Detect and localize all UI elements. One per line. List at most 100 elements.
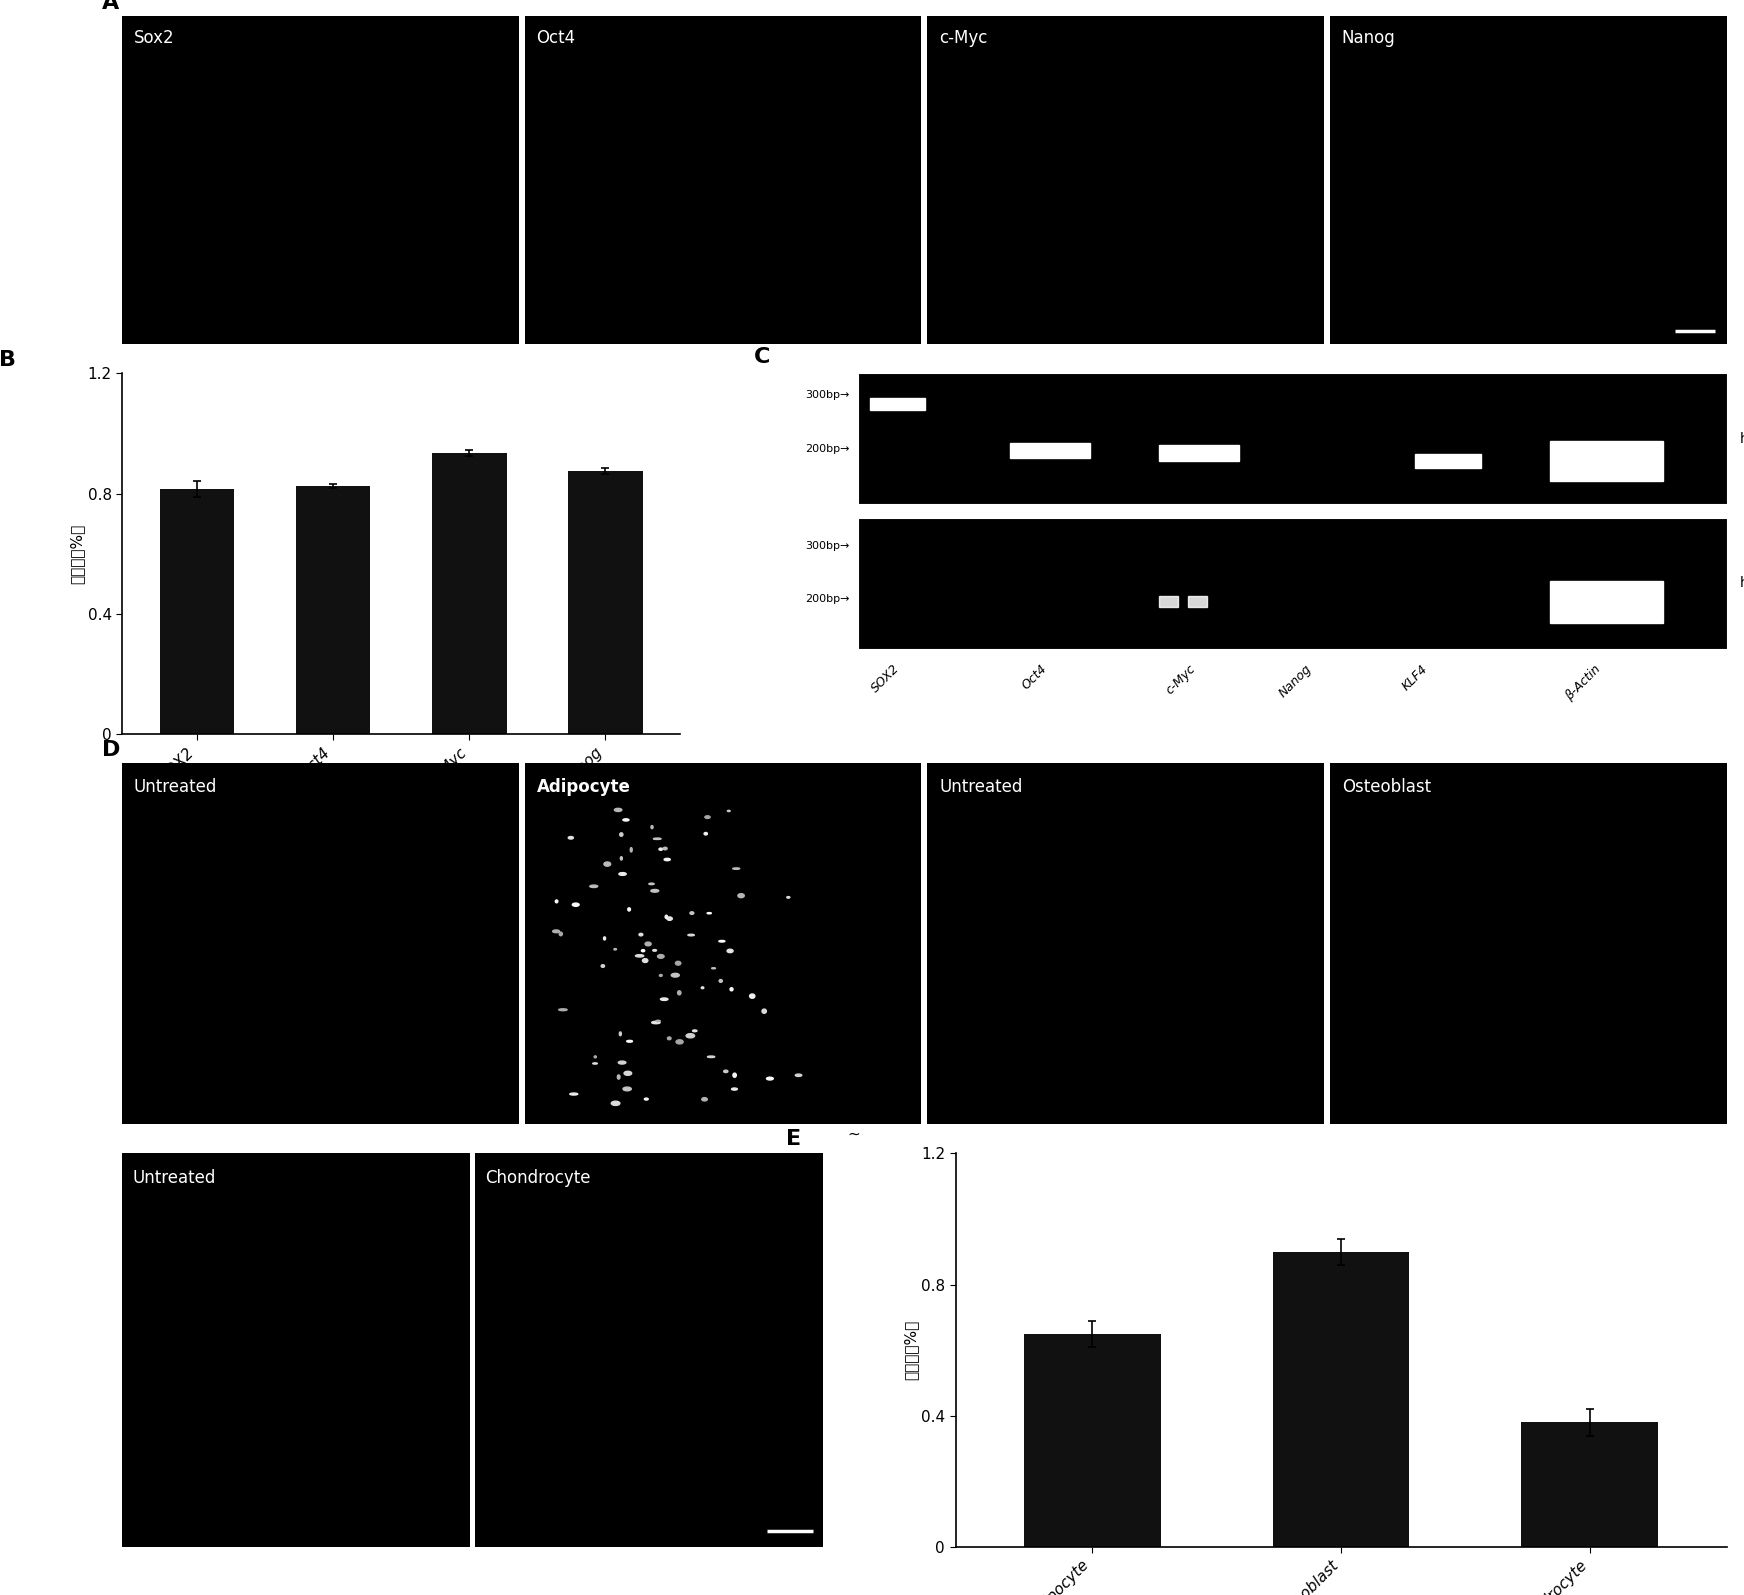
Ellipse shape — [732, 1073, 736, 1077]
Text: Untreated: Untreated — [940, 778, 1022, 796]
Text: Nanog: Nanog — [1341, 29, 1395, 48]
Text: Oct4: Oct4 — [537, 29, 576, 48]
Text: 300bp→: 300bp→ — [806, 541, 849, 552]
Text: 200bp→: 200bp→ — [806, 443, 849, 455]
Ellipse shape — [619, 872, 626, 876]
Text: ∼: ∼ — [848, 1126, 860, 1142]
Ellipse shape — [624, 1072, 631, 1075]
Ellipse shape — [558, 1008, 567, 1011]
Bar — [1160, 445, 1238, 461]
Bar — [1188, 597, 1207, 606]
Text: C: C — [753, 346, 771, 367]
Bar — [1521, 1423, 1659, 1547]
Text: Untreated: Untreated — [134, 778, 218, 796]
Text: Osteoblast: Osteoblast — [1341, 778, 1430, 796]
Ellipse shape — [705, 833, 708, 834]
Ellipse shape — [630, 847, 633, 852]
Ellipse shape — [642, 949, 645, 952]
Ellipse shape — [603, 861, 610, 866]
Ellipse shape — [621, 857, 623, 860]
Text: E: E — [787, 1129, 800, 1150]
Ellipse shape — [602, 965, 605, 968]
Bar — [569, 471, 644, 734]
Ellipse shape — [612, 1101, 619, 1105]
Bar — [1160, 597, 1179, 606]
Text: Sox2: Sox2 — [134, 29, 174, 48]
Ellipse shape — [651, 826, 652, 829]
Text: Oct4: Oct4 — [1018, 662, 1050, 692]
Ellipse shape — [619, 1032, 621, 1035]
Bar — [1550, 442, 1662, 480]
Ellipse shape — [614, 809, 623, 812]
Ellipse shape — [692, 1030, 698, 1032]
Ellipse shape — [652, 1021, 661, 1024]
Ellipse shape — [619, 1061, 626, 1064]
Ellipse shape — [626, 1040, 633, 1042]
Ellipse shape — [572, 903, 579, 906]
Ellipse shape — [645, 943, 651, 946]
Text: Untreated: Untreated — [133, 1169, 216, 1187]
Ellipse shape — [560, 931, 562, 936]
Text: c-Myc: c-Myc — [940, 29, 987, 48]
Ellipse shape — [623, 1088, 631, 1091]
Ellipse shape — [671, 973, 678, 978]
Ellipse shape — [657, 954, 664, 959]
Y-axis label: 阳性率（%）: 阳性率（%） — [903, 1321, 917, 1380]
Text: A: A — [103, 0, 120, 13]
Ellipse shape — [595, 1056, 596, 1057]
Ellipse shape — [644, 1097, 649, 1101]
Text: β-Actin: β-Actin — [1563, 662, 1603, 702]
Text: KLF4: KLF4 — [1399, 662, 1430, 692]
Ellipse shape — [617, 1075, 621, 1080]
Ellipse shape — [659, 849, 663, 850]
Bar — [433, 453, 506, 734]
Ellipse shape — [719, 979, 722, 983]
Ellipse shape — [731, 1088, 738, 1089]
Ellipse shape — [659, 975, 663, 976]
Ellipse shape — [589, 885, 598, 887]
Ellipse shape — [701, 1097, 708, 1101]
Text: Chondrocyte: Chondrocyte — [485, 1169, 591, 1187]
Text: hADSC: hADSC — [1739, 576, 1744, 590]
Ellipse shape — [738, 893, 745, 898]
Ellipse shape — [652, 949, 656, 951]
Ellipse shape — [603, 936, 605, 939]
Ellipse shape — [685, 1034, 694, 1038]
Ellipse shape — [638, 933, 644, 936]
Ellipse shape — [795, 1073, 802, 1077]
Bar — [1024, 1333, 1162, 1547]
Text: c-Myc: c-Myc — [1163, 662, 1198, 697]
Text: Nanog: Nanog — [1277, 662, 1315, 700]
Bar — [1550, 581, 1662, 622]
Bar — [1416, 455, 1481, 467]
Text: B: B — [0, 349, 16, 370]
Ellipse shape — [651, 890, 659, 892]
Ellipse shape — [691, 912, 694, 914]
Ellipse shape — [664, 916, 668, 919]
Ellipse shape — [668, 1037, 671, 1040]
Ellipse shape — [619, 833, 623, 836]
Ellipse shape — [555, 900, 558, 903]
Ellipse shape — [663, 847, 668, 850]
Ellipse shape — [553, 930, 560, 933]
Ellipse shape — [731, 987, 732, 990]
Text: SOX2: SOX2 — [869, 662, 902, 695]
Ellipse shape — [762, 1010, 766, 1013]
Ellipse shape — [570, 1093, 577, 1096]
Bar — [296, 486, 370, 734]
Ellipse shape — [642, 959, 647, 962]
Text: Adipocyte: Adipocyte — [537, 778, 631, 796]
Text: hESC: hESC — [1739, 432, 1744, 445]
Ellipse shape — [678, 990, 680, 995]
Ellipse shape — [705, 815, 710, 818]
Ellipse shape — [661, 998, 668, 1000]
Ellipse shape — [687, 935, 694, 936]
Ellipse shape — [664, 858, 670, 861]
Text: 200bp→: 200bp→ — [806, 593, 849, 605]
Ellipse shape — [666, 917, 671, 920]
Ellipse shape — [767, 1077, 773, 1080]
Y-axis label: 阳性率（%）: 阳性率（%） — [70, 523, 85, 584]
Bar — [1010, 443, 1090, 458]
Ellipse shape — [724, 1070, 727, 1072]
Ellipse shape — [727, 949, 732, 952]
